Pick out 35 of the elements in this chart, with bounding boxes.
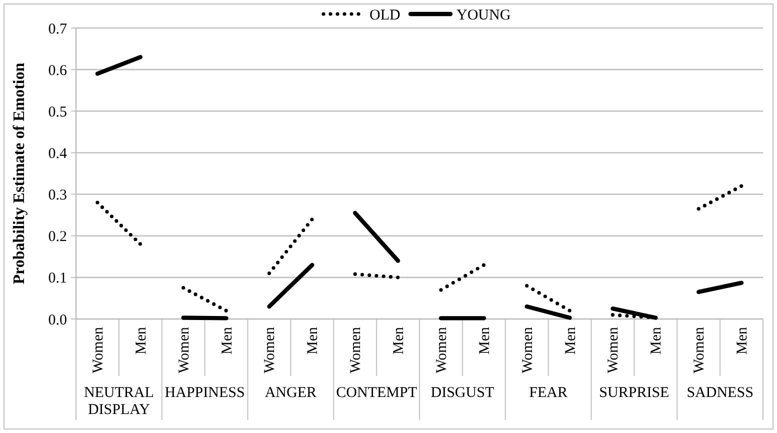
text: NEUTRAL DISPLAY [84,385,154,418]
text: DISGUST [430,385,494,401]
y-tick-label: 0.6 [48,62,68,79]
x-tick-label: Women [520,326,536,374]
y-tick-label: 0.1 [48,270,67,287]
x-tick-label: Women [692,326,708,374]
text: SURPRISE [599,385,670,401]
y-tick-label: 0.0 [48,312,67,328]
x-tick-label: Women [348,326,364,374]
x-tick-label: Women [262,326,278,374]
x-tick-label: Men [133,326,150,354]
x-tick-label: Women [176,326,192,374]
x-tick-label: Women [434,326,450,374]
x-tick-label: Men [305,326,322,354]
x-tick-label: Men [648,326,665,354]
x-tick-label: Men [562,326,579,354]
legend-label: YOUNG [456,7,511,24]
y-tick-label: 0.5 [48,104,67,120]
y-tick-label: 0.2 [48,229,67,246]
x-tick-label: Men [391,326,408,354]
x-tick-label: Women [90,326,106,374]
y-tick-label: 0.3 [48,188,67,204]
text: ANGER [264,385,317,401]
text: CONTEMPT [336,385,417,401]
legend-label: OLD [370,7,400,24]
x-tick-label: Men [219,326,236,354]
text: HAPPINESS [164,385,245,401]
y-tick-label: 0.7 [48,21,68,38]
y-axis-title: Probability Estimate of Emotion [11,62,28,284]
y-tick-label: 0.4 [48,146,68,162]
text: FEAR [529,385,568,401]
x-tick-label: Men [734,326,751,354]
x-tick-label: Men [476,326,493,354]
text: SADNESS [686,385,754,401]
x-tick-label: Women [606,326,622,374]
